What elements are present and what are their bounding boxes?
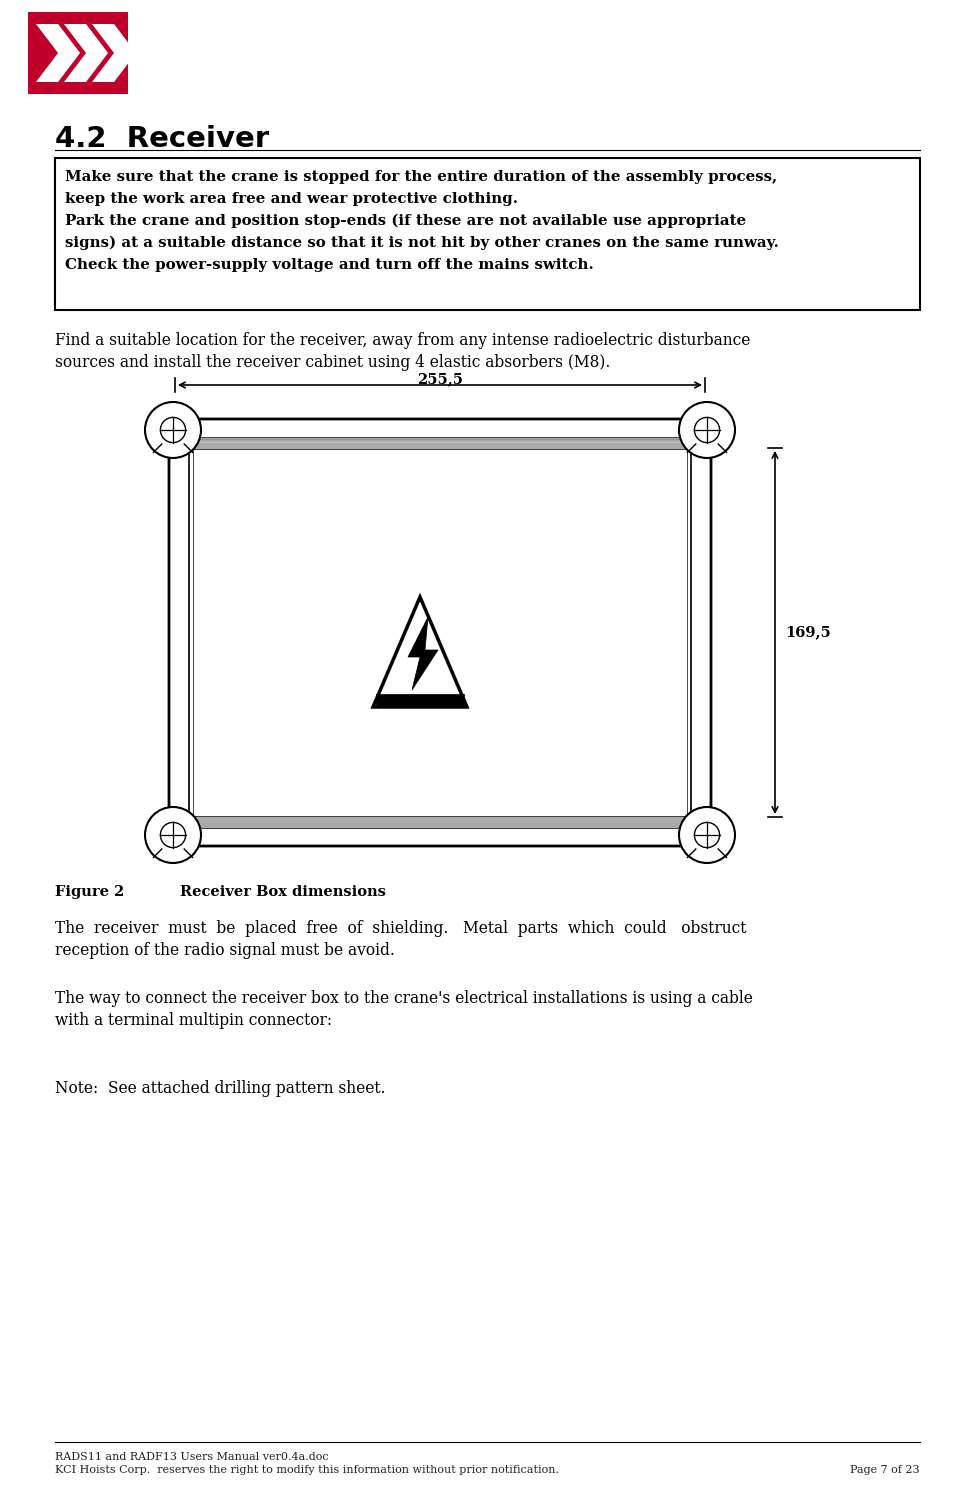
Circle shape	[679, 807, 735, 864]
Text: Note:  See attached drilling pattern sheet.: Note: See attached drilling pattern shee…	[55, 1080, 385, 1096]
Circle shape	[694, 823, 719, 847]
Bar	[189, 816, 691, 828]
Text: Receiver Box dimensions: Receiver Box dimensions	[180, 885, 386, 900]
Bar	[28, 12, 128, 95]
Text: Page 7 of 23: Page 7 of 23	[850, 1464, 920, 1475]
Bar	[189, 437, 691, 449]
Text: Find a suitable location for the receiver, away from any intense radioelectric d: Find a suitable location for the receive…	[55, 332, 750, 348]
Polygon shape	[408, 617, 438, 689]
Circle shape	[694, 418, 719, 443]
Text: The way to connect the receiver box to the crane's electrical installations is u: The way to connect the receiver box to t…	[55, 990, 753, 1006]
Text: keep the work area free and wear protective clothing.: keep the work area free and wear protect…	[65, 192, 518, 206]
Circle shape	[161, 418, 186, 443]
Text: RADS11 and RADF13 Users Manual ver0.4a.doc: RADS11 and RADF13 Users Manual ver0.4a.d…	[55, 1452, 328, 1461]
Circle shape	[161, 823, 186, 847]
Text: with a terminal multipin connector:: with a terminal multipin connector:	[55, 1012, 332, 1029]
Text: Check the power-supply voltage and turn off the mains switch.: Check the power-supply voltage and turn …	[65, 258, 594, 272]
Text: 255,5: 255,5	[417, 372, 463, 386]
FancyBboxPatch shape	[193, 443, 687, 822]
Text: 4.2  Receiver: 4.2 Receiver	[55, 125, 269, 153]
Polygon shape	[376, 694, 464, 706]
Polygon shape	[64, 24, 108, 83]
Text: Park the crane and position stop-ends (if these are not available use appropriat: Park the crane and position stop-ends (i…	[65, 213, 746, 228]
Text: The  receiver  must  be  placed  free  of  shielding.   Metal  parts  which  cou: The receiver must be placed free of shie…	[55, 921, 746, 937]
Bar	[55, 158, 920, 309]
Text: Figure 2: Figure 2	[55, 885, 124, 900]
Text: Make sure that the crane is stopped for the entire duration of the assembly proc: Make sure that the crane is stopped for …	[65, 170, 777, 185]
Text: signs) at a suitable distance so that it is not hit by other cranes on the same : signs) at a suitable distance so that it…	[65, 236, 779, 251]
Text: reception of the radio signal must be avoid.: reception of the radio signal must be av…	[55, 942, 395, 958]
FancyBboxPatch shape	[169, 419, 711, 846]
Circle shape	[145, 807, 201, 864]
Text: 169,5: 169,5	[785, 625, 831, 638]
Circle shape	[145, 403, 201, 458]
Polygon shape	[373, 596, 467, 707]
Text: KCI Hoists Corp.  reserves the right to modify this information without prior no: KCI Hoists Corp. reserves the right to m…	[55, 1464, 559, 1475]
Circle shape	[679, 403, 735, 458]
Text: sources and install the receiver cabinet using 4 elastic absorbers (M8).: sources and install the receiver cabinet…	[55, 354, 611, 371]
FancyBboxPatch shape	[189, 439, 691, 826]
Polygon shape	[92, 24, 136, 83]
Polygon shape	[36, 24, 80, 83]
